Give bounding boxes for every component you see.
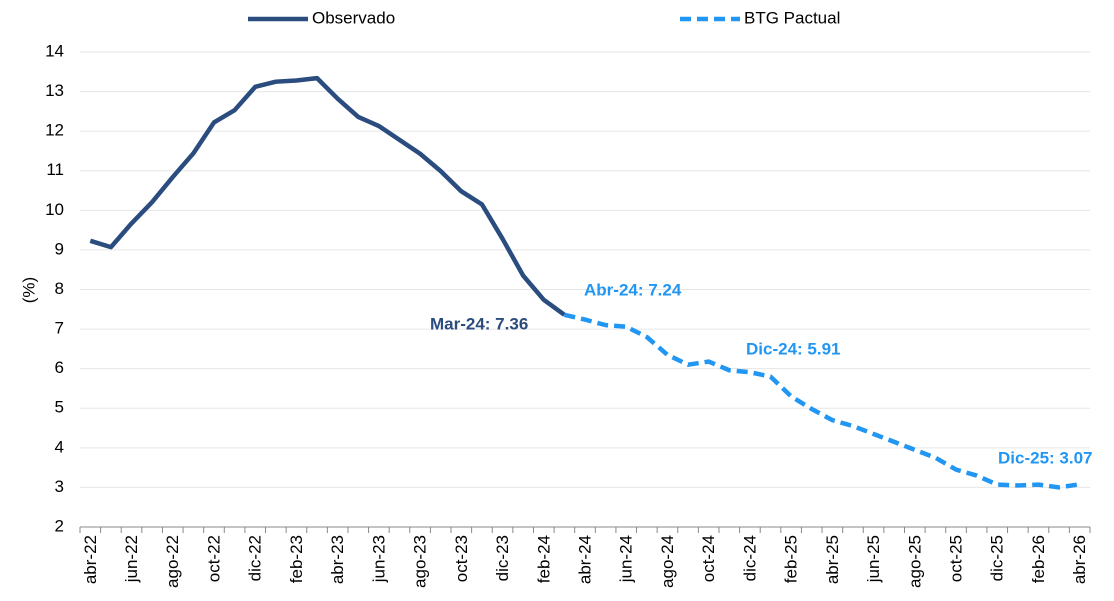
x-tick-label: dic-23 [493, 535, 512, 581]
y-tick-label: 10 [45, 200, 64, 219]
annotation: Dic-24: 5.91 [746, 339, 841, 358]
x-tick-label: dic-22 [246, 535, 265, 581]
line-series [89, 75, 566, 317]
y-tick-label: 14 [45, 41, 64, 60]
annotation: Dic-25: 3.07 [998, 448, 1093, 467]
x-tick-label: abr-24 [575, 535, 594, 584]
legend-label: Observado [312, 8, 395, 27]
x-tick-label: ago-25 [905, 535, 924, 588]
x-tick-label: jun-24 [617, 535, 636, 583]
x-tick-label: abr-22 [81, 535, 100, 584]
y-tick-label: 8 [55, 279, 64, 298]
legend-label: BTG Pactual [744, 8, 840, 27]
x-tick-label: abr-23 [328, 535, 347, 584]
y-tick-label: 2 [55, 516, 64, 535]
y-tick-label: 12 [45, 121, 64, 140]
line-series [563, 312, 1081, 490]
x-tick-label: feb-23 [287, 535, 306, 583]
x-tick-label: feb-26 [1029, 535, 1048, 583]
y-tick-label: 11 [46, 160, 64, 179]
y-tick-label: 3 [55, 477, 64, 496]
y-tick-label: 5 [55, 398, 64, 417]
y-tick-label: 13 [45, 81, 64, 100]
annotation: Mar-24: 7.36 [430, 314, 528, 333]
x-tick-label: dic-24 [740, 535, 759, 581]
x-tick-label: oct-24 [699, 535, 718, 582]
x-tick-label: ago-22 [163, 535, 182, 588]
x-tick-label: feb-24 [534, 535, 553, 583]
x-tick-label: ago-23 [411, 535, 430, 588]
x-tick-label: oct-22 [204, 535, 223, 582]
x-tick-label: oct-25 [947, 535, 966, 582]
x-tick-label: ago-24 [658, 535, 677, 588]
x-tick-label: abr-26 [1070, 535, 1089, 584]
x-tick-label: jun-22 [122, 535, 141, 583]
x-tick-label: dic-25 [988, 535, 1007, 581]
x-tick-label: jun-23 [369, 535, 388, 583]
y-tick-label: 4 [55, 437, 64, 456]
y-tick-label: 7 [55, 319, 64, 338]
x-tick-label: jun-25 [864, 535, 883, 583]
x-tick-label: abr-25 [823, 535, 842, 584]
annotation: Abr-24: 7.24 [584, 280, 682, 299]
x-tick-label: feb-25 [782, 535, 801, 583]
y-axis-label: (%) [19, 277, 38, 303]
y-tick-label: 9 [55, 239, 64, 258]
x-tick-label: oct-23 [452, 535, 471, 582]
y-tick-label: 6 [55, 358, 64, 377]
